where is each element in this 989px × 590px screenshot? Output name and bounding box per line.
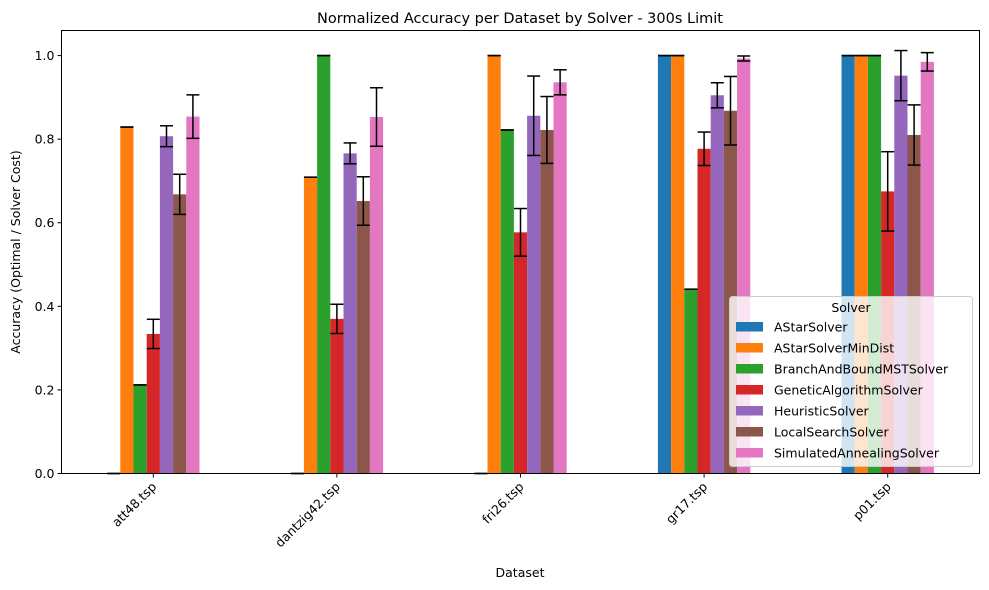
legend-entry: BranchAndBoundMSTSolver <box>774 362 949 377</box>
y-tick-label: 0.8 <box>35 132 55 147</box>
bar <box>317 55 331 474</box>
y-tick-label: 0.4 <box>35 299 55 314</box>
legend-entry: GeneticAlgorithmSolver <box>774 383 924 398</box>
legend-entry: LocalSearchSolver <box>774 425 889 440</box>
legend: Solver AStarSolver AStarSolverMinDist Bran… <box>729 296 973 467</box>
bar <box>173 194 187 474</box>
x-axis-label: Dataset <box>496 565 545 580</box>
y-tick-label: 0.0 <box>35 466 55 481</box>
bar <box>710 95 724 474</box>
legend-swatch <box>736 448 763 458</box>
bar <box>369 117 384 474</box>
bar <box>684 289 698 474</box>
legend-swatch <box>736 385 763 395</box>
x-tick-label: att48.tsp <box>109 479 160 530</box>
legend-entry: AStarSolverMinDist <box>774 341 894 356</box>
legend-swatch <box>736 406 763 416</box>
legend-entry: SimulatedAnnealingSolver <box>774 446 940 461</box>
chart-title: Normalized Accuracy per Dataset by Solve… <box>317 11 723 27</box>
bar <box>671 55 685 474</box>
legend-swatch <box>736 364 763 374</box>
bar <box>513 232 528 474</box>
bar <box>133 384 147 474</box>
bar <box>330 318 344 474</box>
bar <box>500 129 514 474</box>
y-axis-label: Accuracy (Optimal / Solver Cost) <box>8 150 23 353</box>
legend-swatch <box>736 343 763 353</box>
bar <box>553 82 567 474</box>
bar <box>186 116 200 474</box>
bar <box>527 115 541 474</box>
x-tick-label: gr17.tsp <box>663 479 711 527</box>
bar <box>146 333 160 474</box>
x-tick-label: dantzig42.tsp <box>272 479 343 550</box>
bar <box>120 127 134 474</box>
legend-entry: HeuristicSolver <box>774 404 870 419</box>
bar <box>303 177 318 474</box>
x-tick-label: fri26.tsp <box>479 479 527 527</box>
bar <box>697 148 711 474</box>
y-tick-label: 1.0 <box>35 48 55 63</box>
x-tick-label: p01.tsp <box>850 479 894 523</box>
bar <box>356 201 370 474</box>
bar <box>657 55 672 474</box>
bar <box>487 55 501 474</box>
bar <box>540 129 554 474</box>
y-tick-label: 0.2 <box>35 382 55 397</box>
legend-entry: AStarSolver <box>774 320 848 335</box>
y-tick-label: 0.6 <box>35 215 55 230</box>
legend-swatch <box>736 322 763 332</box>
legend-box <box>729 296 973 467</box>
legend-swatch <box>736 427 763 437</box>
bar <box>343 153 357 474</box>
legend-title: Solver <box>831 300 871 315</box>
bar <box>159 136 174 474</box>
